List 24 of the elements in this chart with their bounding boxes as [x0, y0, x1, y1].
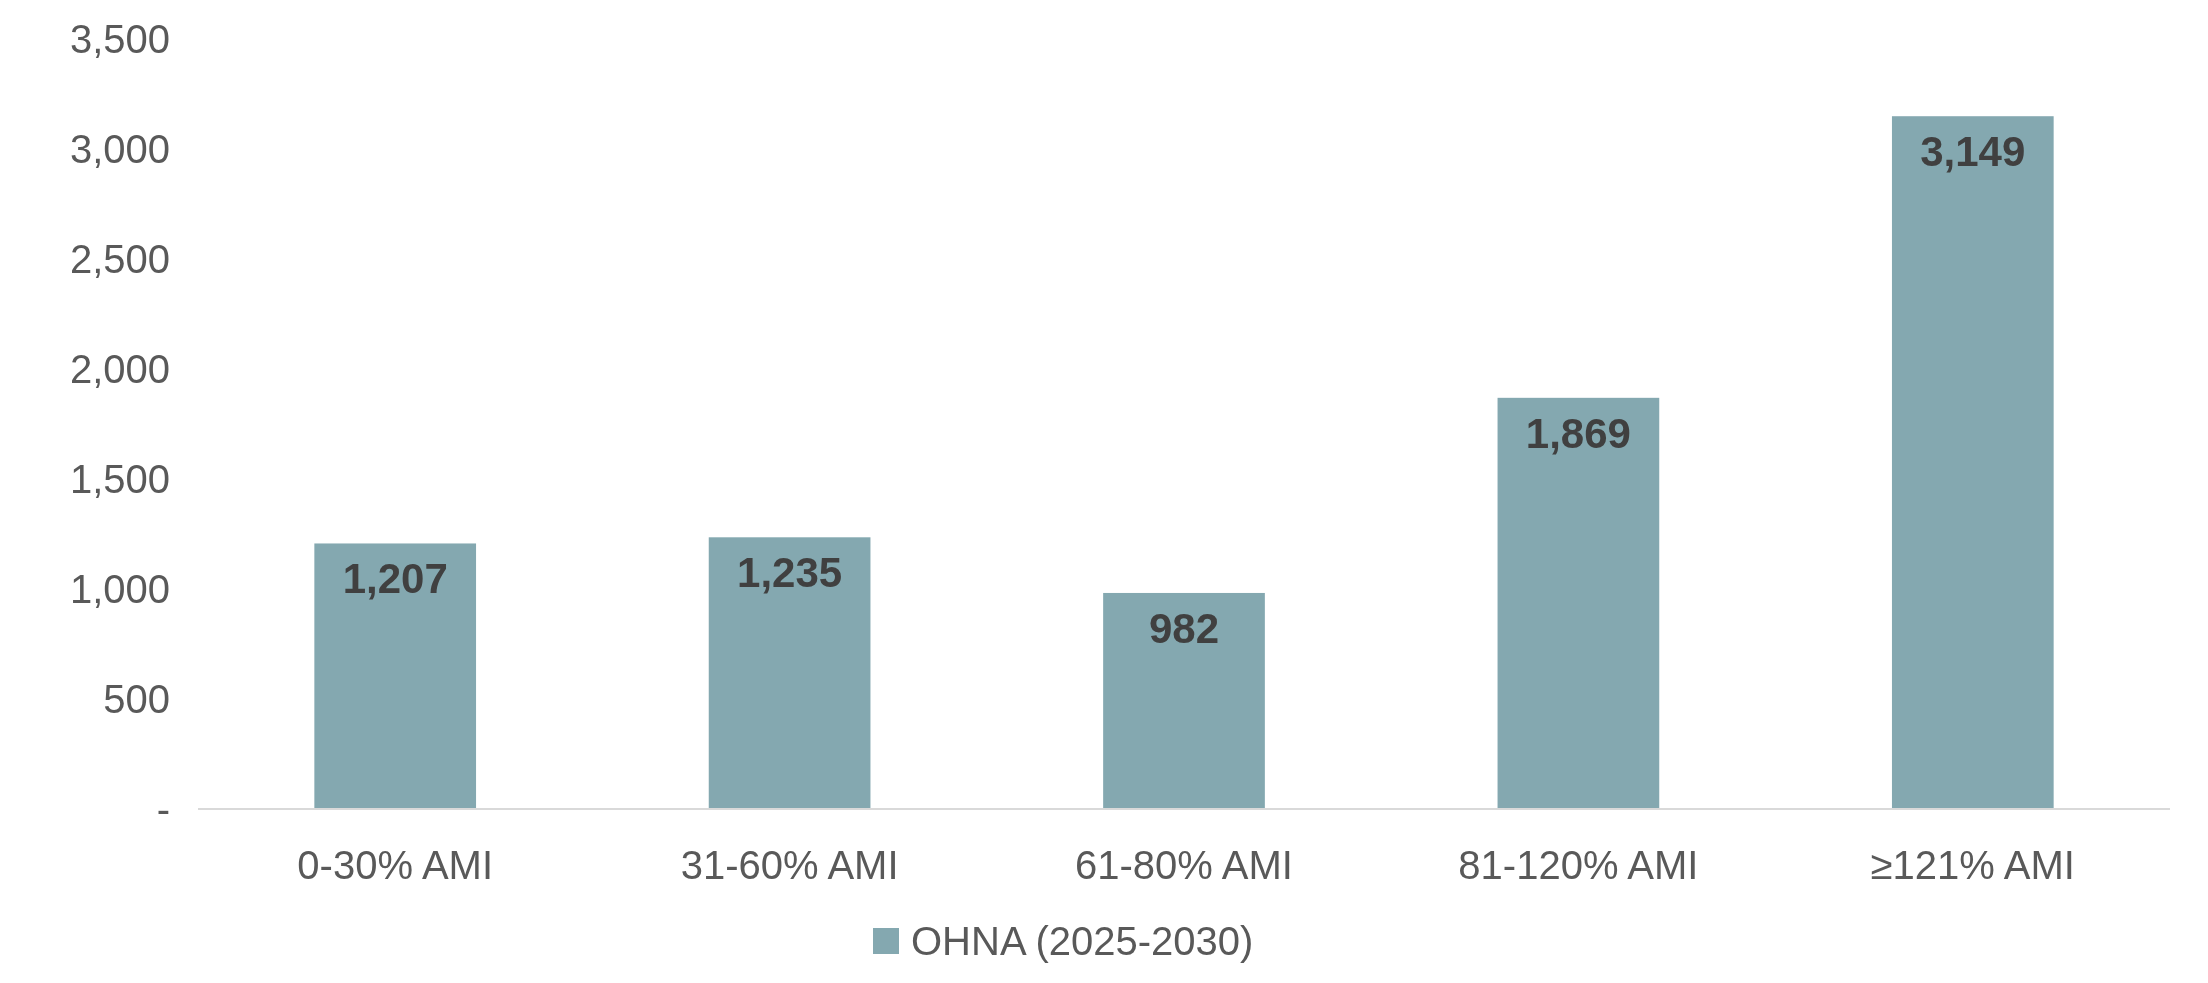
- y-tick-label: 500: [103, 677, 170, 721]
- data-label: 1,207: [342, 555, 448, 603]
- data-label: 1,869: [1525, 409, 1631, 457]
- y-tick-label: 3,000: [69, 127, 170, 171]
- x-tick-label: 61-80% AMI: [1075, 843, 1293, 887]
- data-label: 3,149: [1920, 128, 2026, 176]
- legend-label: OHNA (2025-2030): [911, 919, 1254, 963]
- bar: [314, 543, 477, 809]
- y-tick-label: 3,500: [69, 17, 170, 61]
- y-tick-label: 1,500: [69, 457, 170, 501]
- y-tick-label: 1,000: [69, 567, 170, 611]
- x-tick-label: 0-30% AMI: [297, 843, 494, 887]
- data-label: 1,235: [737, 549, 843, 597]
- y-tick-label: 2,000: [69, 347, 170, 391]
- bar: [1497, 397, 1660, 809]
- x-tick-label: 31-60% AMI: [680, 843, 899, 887]
- data-label: 982: [1148, 604, 1220, 652]
- x-tick-label: ≥121% AMI: [1870, 843, 2075, 887]
- y-tick-label: -: [156, 787, 170, 831]
- bar: [1891, 116, 2054, 809]
- bar: [708, 537, 871, 809]
- x-tick-label: 81-120% AMI: [1458, 843, 1699, 887]
- y-tick-label: 2,500: [69, 237, 170, 281]
- bar: [1103, 592, 1265, 809]
